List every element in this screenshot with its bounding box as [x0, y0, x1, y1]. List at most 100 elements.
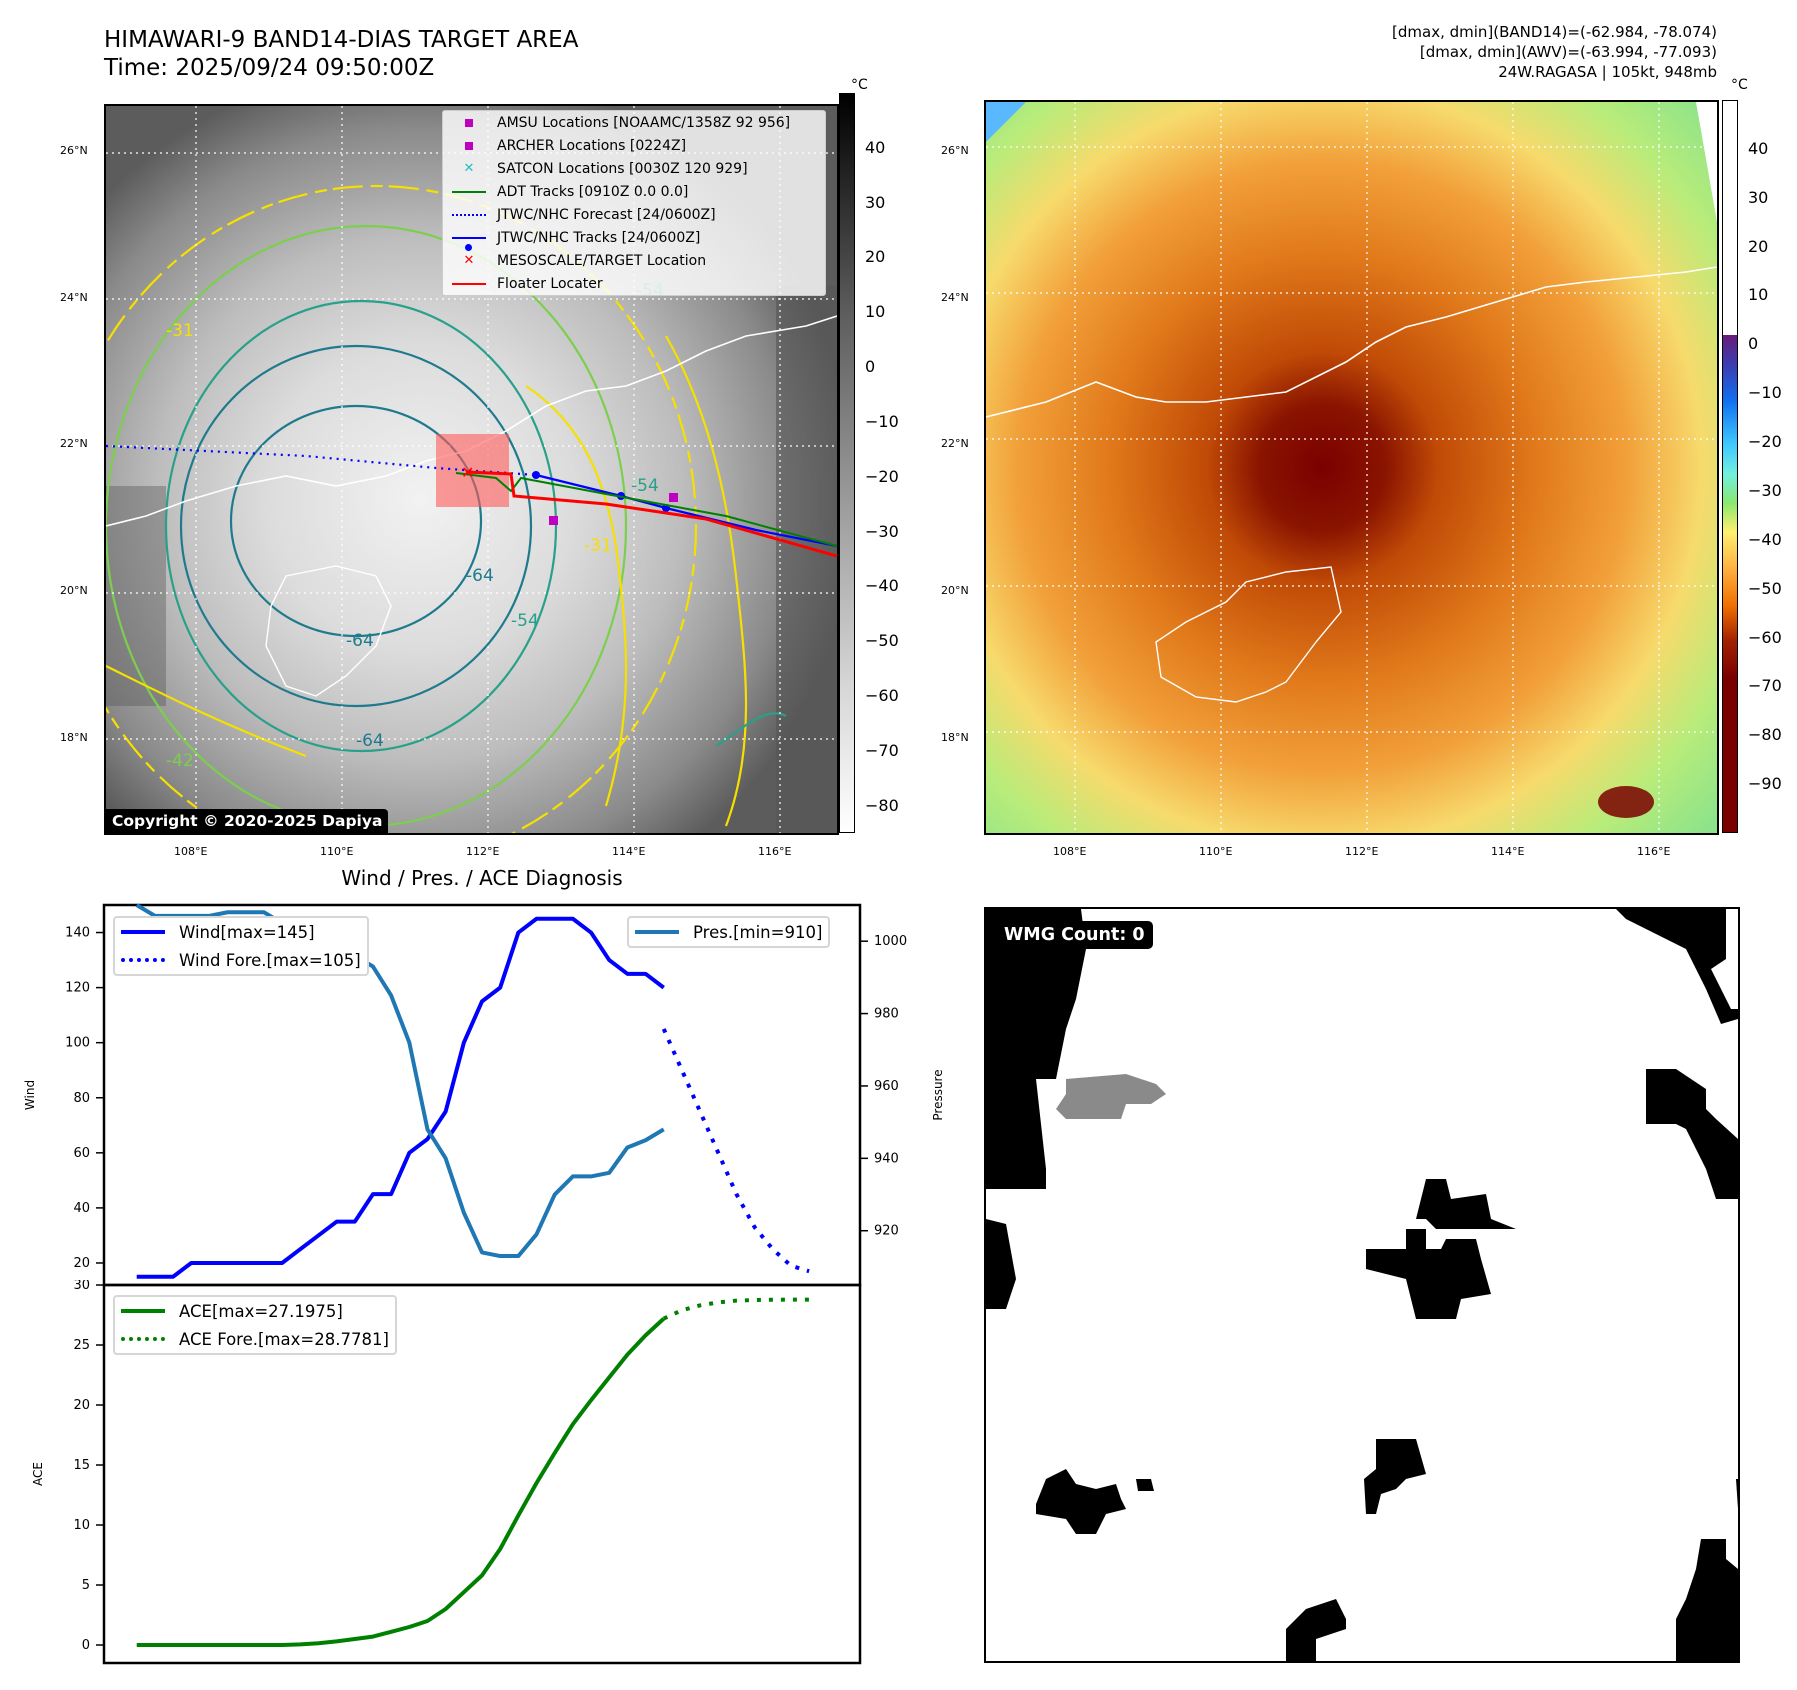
map-gridlines: [986, 102, 1717, 833]
contour-label: -64: [346, 631, 374, 651]
legend-label: ACE Fore.[max=28.7781]: [179, 1329, 389, 1349]
contour-label: -31: [166, 321, 194, 341]
colorbar-tick-label: 20: [865, 247, 886, 267]
contour-label: -64: [466, 566, 494, 586]
square-marker-icon: [449, 141, 489, 150]
colorbar-tick-label: −80: [1748, 725, 1782, 745]
solid-line-icon: [121, 1309, 165, 1313]
legend-label: Wind Fore.[max=105]: [179, 950, 361, 970]
legend-item-ace-forecast: ACE Fore.[max=28.7781]: [115, 1325, 395, 1353]
colorbar-tick-label: 20: [1748, 236, 1769, 256]
legend-label: ADT Tracks [0910Z 0.0 0.0]: [497, 183, 689, 200]
line-icon: [449, 282, 489, 285]
right-colorbar: [1722, 100, 1738, 833]
stats-storm: 24W.RAGASA | 105kt, 948mb: [1498, 63, 1717, 81]
jtwc-track-point: [532, 471, 540, 479]
contour-label: -42: [166, 751, 194, 771]
legend-label: Pres.[min=910]: [693, 922, 823, 942]
wmg-mask-regions: [986, 909, 1738, 1661]
colorbar-tick-label: 10: [865, 302, 886, 322]
square-marker-icon: [449, 118, 489, 127]
colorbar-tick-label: 40: [1748, 138, 1769, 158]
y-tick-label: 30: [73, 1280, 90, 1293]
y2-tick-label: 980: [874, 1007, 899, 1022]
contour-label: -54: [511, 611, 539, 631]
lat-tick-label: 20°N: [941, 584, 969, 598]
no-data-wedge: [1696, 102, 1717, 222]
legend-item-jtwc-tracks: JTWC/NHC Tracks [24/0600Z]: [443, 226, 825, 251]
lon-tick-label: 114°E: [1491, 845, 1525, 858]
legend-label: JTWC/NHC Tracks [24/0600Z]: [497, 229, 701, 246]
x-marker-icon: ✕: [463, 253, 475, 268]
y-tick-label: 20: [73, 1256, 90, 1271]
series-line-0: [136, 916, 665, 1279]
y2-tick-label: 1000: [874, 934, 907, 949]
lon-tick-label: 116°E: [758, 845, 792, 858]
coastline: [986, 266, 1717, 418]
lat-tick-label: 26°N: [60, 144, 88, 157]
ace-legend: ACE[max=27.1975] ACE Fore.[max=28.7781]: [113, 1295, 397, 1355]
lon-tick-label: 112°E: [466, 845, 500, 858]
y-tick-label: 120: [65, 981, 90, 996]
legend-label: ARCHER Locations [0224Z]: [497, 137, 687, 154]
cold-corner: [986, 102, 1026, 142]
colorbar-tick-label: −70: [1748, 676, 1782, 696]
copyright-badge: Copyright © 2020-2025 Dapiya: [106, 809, 389, 833]
legend-item-mesoscale: ✕ MESOSCALE/TARGET Location: [443, 249, 825, 272]
left-colorbar-unit: °C: [851, 77, 868, 93]
adt-track: [455, 472, 837, 547]
right-map-awv-panel: [984, 100, 1719, 835]
legend-label: MESOSCALE/TARGET Location: [497, 252, 707, 269]
legend-item-wind-forecast: Wind Fore.[max=105]: [115, 946, 367, 974]
legend-item-wind: Wind[max=145]: [115, 918, 367, 946]
colorbar-tick-label: −10: [1748, 383, 1782, 403]
legend-item-jtwc-forecast: JTWC/NHC Forecast [24/0600Z]: [443, 203, 825, 226]
lat-tick-label: 26°N: [941, 144, 969, 157]
lat-tick-label: 24°N: [60, 290, 88, 304]
legend-label: Wind[max=145]: [179, 922, 315, 942]
right-map-svg: [986, 102, 1717, 833]
colorbar-tick-label: 40: [865, 137, 886, 157]
contour-label: -31: [584, 536, 612, 556]
wmg-count-badge: WMG Count: 0: [996, 921, 1153, 949]
ace-chart: 30 25 20 15 10 5 0 ACE: [31, 1280, 862, 1665]
y-tick-label: 15: [73, 1458, 90, 1473]
lat-tick-label: 18°N: [941, 730, 969, 744]
legend-item-archer: ARCHER Locations [0224Z]: [443, 134, 825, 157]
y-axis-label: ACE: [31, 1462, 45, 1486]
diagnosis-title: Wind / Pres. / ACE Diagnosis: [341, 866, 623, 890]
colorbar-tick-label: 30: [1748, 187, 1769, 207]
colorbar-tick-label: −20: [865, 466, 899, 486]
left-map-ir-panel: -64 -64 -64 -54 -54 -54 -31 -31 -42 ✕ AM…: [104, 104, 839, 835]
lon-tick-label: 110°E: [320, 845, 354, 858]
legend-item-satcon: ✕ SATCON Locations [0030Z 120 929]: [443, 157, 825, 180]
colorbar-tick-label: −60: [1748, 627, 1782, 647]
y2-tick-label: 920: [874, 1224, 899, 1239]
legend-item-floater: Floater Locater: [443, 272, 825, 295]
colorbar-tick-label: −30: [865, 521, 899, 541]
colorbar-tick-label: −70: [865, 740, 899, 760]
lon-tick-label: 110°E: [1199, 845, 1233, 858]
solid-line-icon: [635, 930, 679, 934]
line-icon: [449, 190, 489, 193]
amsu-marker: [549, 516, 558, 525]
colorbar-tick-label: −50: [865, 631, 899, 651]
y-tick-label: 40: [73, 1201, 90, 1216]
lat-tick-label: 18°N: [60, 730, 88, 744]
dotted-line-icon: [121, 1337, 165, 1341]
colorbar-tick-label: −90: [1748, 774, 1782, 794]
colorbar-tick-label: −40: [1748, 529, 1782, 549]
island-coastline: [1155, 566, 1342, 703]
y-tick-label: 60: [73, 1146, 90, 1161]
lat-tick-label: 22°N: [60, 437, 88, 451]
dotted-line-icon: [449, 213, 489, 216]
y-tick-label: 10: [73, 1518, 90, 1533]
wmg-mask-svg: [986, 909, 1738, 1661]
colorbar-tick-label: −20: [1748, 432, 1782, 452]
legend-label: JTWC/NHC Forecast [24/0600Z]: [497, 206, 716, 223]
pressure-legend: Pres.[min=910]: [627, 916, 831, 948]
y-tick-label: 0: [82, 1638, 90, 1653]
awv-background: [986, 102, 1717, 833]
lon-tick-label: 108°E: [174, 845, 208, 858]
lat-tick-label: 24°N: [941, 290, 969, 304]
